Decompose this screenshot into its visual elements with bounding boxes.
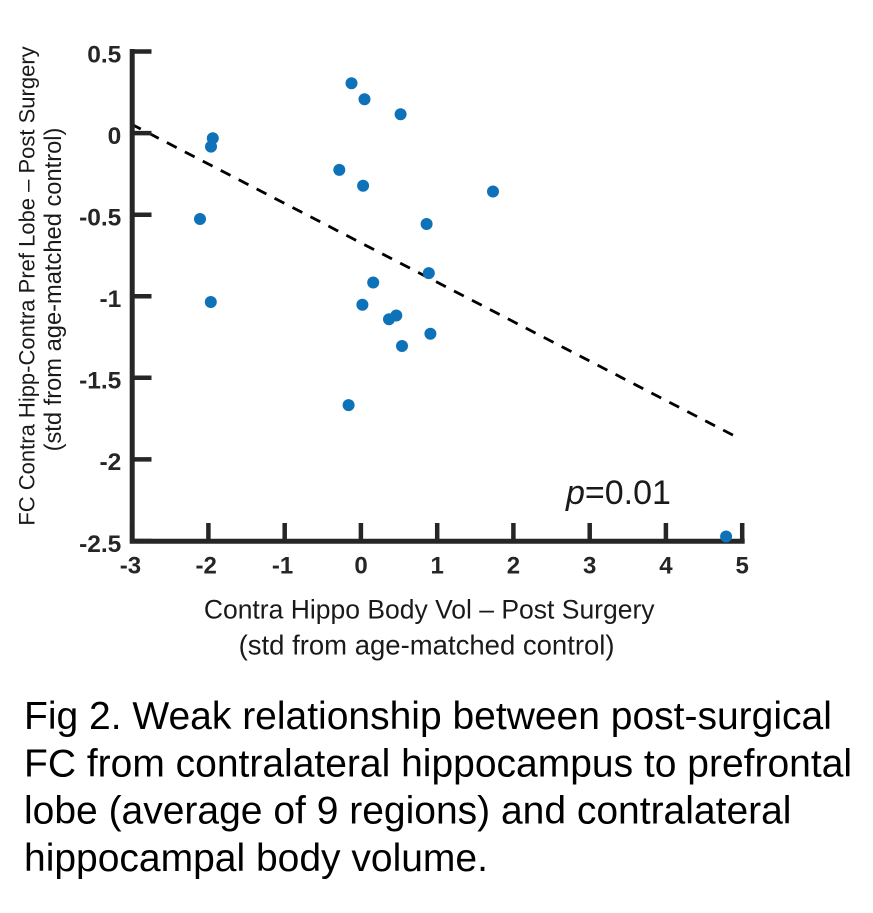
svg-text:-0.5: -0.5 bbox=[79, 205, 121, 232]
svg-text:0: 0 bbox=[108, 123, 122, 150]
svg-text:(std from age-matched control): (std from age-matched control) bbox=[41, 128, 67, 452]
svg-text:Fig 2. Weak relationship betwe: Fig 2. Weak relationship between post-su… bbox=[24, 695, 832, 738]
svg-text:hippocampal body volume.: hippocampal body volume. bbox=[24, 837, 488, 880]
svg-text:FC from contralateral hippocam: FC from contralateral hippocampus to pre… bbox=[24, 742, 852, 785]
svg-text:lobe (average of 9 regions) an: lobe (average of 9 regions) and contrala… bbox=[24, 790, 791, 833]
svg-text:5: 5 bbox=[736, 553, 749, 580]
svg-text:3: 3 bbox=[583, 553, 596, 580]
svg-text:1: 1 bbox=[431, 553, 444, 580]
svg-text:-1.5: -1.5 bbox=[79, 368, 121, 395]
svg-text:-3: -3 bbox=[120, 553, 141, 580]
svg-text:-1: -1 bbox=[272, 553, 293, 580]
svg-text:0: 0 bbox=[354, 553, 367, 580]
svg-text:-2: -2 bbox=[196, 553, 217, 580]
svg-text:(std from age-matched control): (std from age-matched control) bbox=[239, 630, 615, 661]
svg-text:-2.5: -2.5 bbox=[79, 531, 121, 558]
svg-text:4: 4 bbox=[659, 553, 673, 580]
svg-text:p=0.01: p=0.01 bbox=[565, 474, 671, 512]
svg-text:-2: -2 bbox=[100, 449, 122, 476]
svg-text:0.5: 0.5 bbox=[87, 41, 121, 68]
svg-text:Contra Hippo Body Vol – Post S: Contra Hippo Body Vol – Post Surgery bbox=[204, 594, 655, 624]
svg-text:FC Contra Hipp-Contra Pref Lob: FC Contra Hipp-Contra Pref Lobe – Post S… bbox=[15, 46, 40, 525]
svg-text:-1: -1 bbox=[100, 286, 122, 313]
svg-text:2: 2 bbox=[507, 553, 520, 580]
